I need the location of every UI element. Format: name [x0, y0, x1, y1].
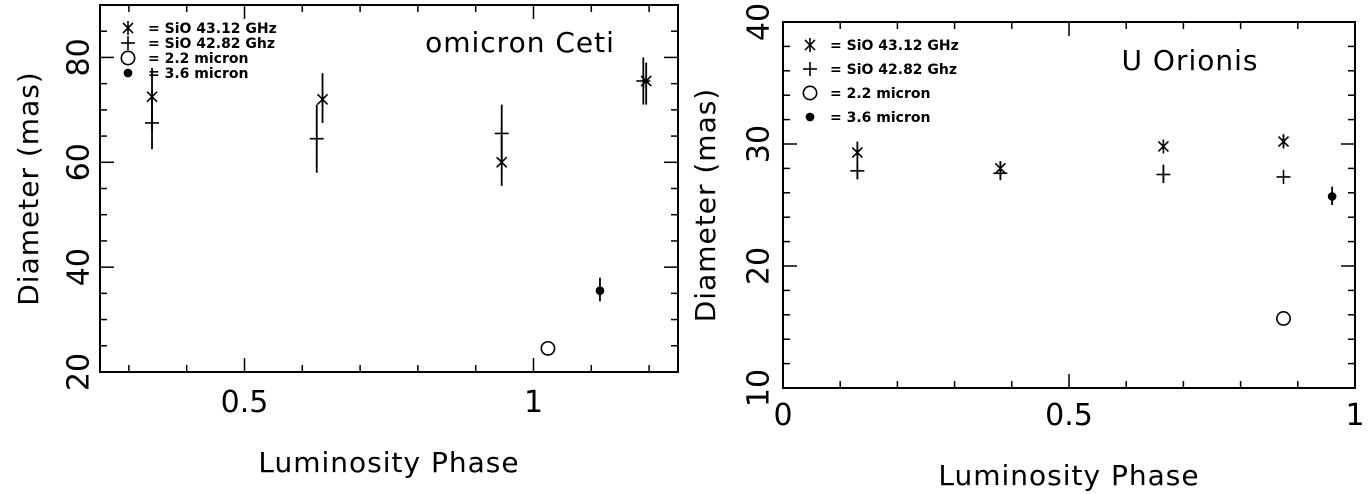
chart-panel-2: 0 0.5 1 10 20 30 40 Luminosity Phase Diameter (m… — [689, 3, 1365, 492]
legend-entry: = SiO 43.12 GHz — [148, 21, 277, 37]
data-point — [1327, 192, 1337, 201]
x-tick-label: 0.5 — [221, 385, 269, 420]
data-point — [494, 126, 509, 141]
x-axis-label: Luminosity Phase — [258, 446, 519, 479]
data-point — [1156, 167, 1171, 182]
data-point — [993, 166, 1008, 181]
legend-marker — [803, 62, 817, 76]
legend-entry: = 3.6 micron — [830, 110, 930, 126]
legend-entry: = 2.2 micron — [148, 51, 248, 67]
x-tick-label: 0.5 — [1045, 398, 1093, 433]
y-axis-label: Diameter (mas) — [12, 71, 45, 306]
y-tick-label: 40 — [742, 3, 777, 41]
y-tick-label: 30 — [742, 125, 777, 163]
y-tick-label: 40 — [62, 248, 97, 286]
legend-marker — [121, 36, 135, 50]
legend-marker — [802, 85, 818, 101]
data-point — [145, 115, 160, 130]
x-tick-label: 1 — [1345, 398, 1364, 433]
legend-marker — [122, 21, 134, 35]
data-point — [1157, 139, 1169, 154]
y-tick-label: 60 — [62, 143, 97, 181]
data-point — [309, 131, 324, 146]
data-point — [851, 145, 863, 160]
x-tick-label: 1 — [524, 385, 543, 420]
legend-entry: = SiO 42.82 Ghz — [148, 36, 275, 52]
legend-entry: = 3.6 micron — [148, 66, 248, 82]
y-tick-label: 20 — [62, 353, 97, 391]
data-point — [1276, 169, 1291, 184]
chart-panel-1: 0.5 1 20 40 60 80 Luminosity Phase Diameter (ma… — [12, 4, 679, 479]
legend-marker — [804, 38, 816, 52]
data-point — [540, 340, 556, 356]
data-point — [850, 163, 865, 178]
legend-marker — [805, 112, 815, 122]
legend-marker — [120, 50, 136, 66]
data-point — [316, 92, 329, 107]
x-tick-label: 0 — [773, 398, 792, 433]
legend-entry: = 2.2 micron — [830, 86, 930, 102]
data-point — [1276, 311, 1291, 326]
y-axis-label: Diameter (mas) — [689, 88, 722, 323]
x-axis-label: Luminosity Phase — [938, 459, 1199, 492]
chart-title: omicron Ceti — [425, 26, 615, 59]
y-tick-label: 20 — [742, 247, 777, 285]
data-point — [595, 286, 605, 296]
y-tick-label: 80 — [62, 38, 97, 76]
chart-title: U Orionis — [1122, 44, 1259, 77]
data-point — [636, 74, 651, 89]
data-point — [1277, 134, 1290, 149]
legend-marker — [123, 68, 133, 78]
legend-entry: = SiO 43.12 GHz — [830, 38, 959, 54]
y-tick-label: 10 — [742, 369, 777, 407]
legend-entry: = SiO 42.82 Ghz — [830, 62, 957, 78]
